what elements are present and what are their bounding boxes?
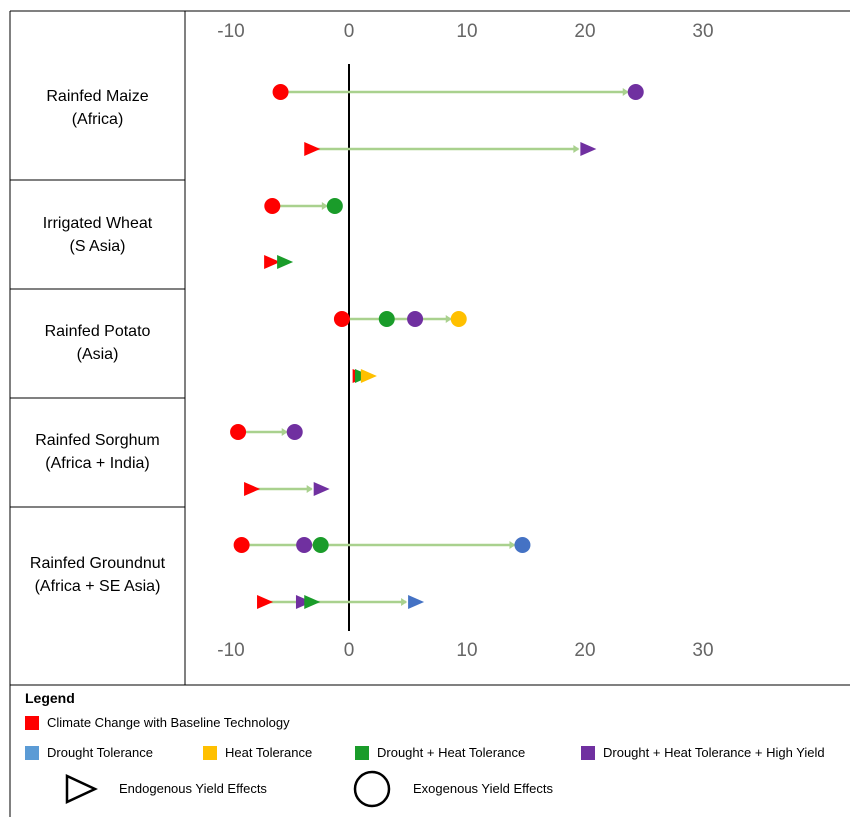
x-tick-label-top: 10 (456, 21, 477, 42)
legend-swatch (203, 745, 217, 760)
data-point-triangle-drought (408, 595, 425, 609)
data-point-triangle-drought-heat (277, 255, 294, 269)
crop-label: Rainfed Sorghum (Africa + India) (10, 429, 185, 475)
data-point-triangle-climate-change (264, 255, 281, 269)
data-point-circle-dht-high-yield (407, 311, 424, 327)
legend-label: Endogenous Yield Effects (119, 781, 267, 796)
crop-label: Irrigated Wheat (S Asia) (10, 212, 185, 258)
crop-name: Rainfed Potato (44, 323, 151, 340)
data-point-circle-dht-high-yield (286, 424, 303, 440)
legend-swatch (25, 715, 39, 730)
x-tick-label-top: 20 (574, 21, 595, 42)
data-point-circle-climate-change (230, 424, 247, 440)
data-point-circle-drought-heat (312, 537, 329, 553)
connector-arrowhead (573, 145, 580, 153)
legend-label: Heat Tolerance (225, 745, 313, 760)
legend-label: Drought Tolerance (47, 745, 153, 760)
data-point-triangle-drought-heat (304, 595, 321, 609)
crop-region: (S Asia) (69, 238, 126, 255)
triangle-outline-icon (65, 774, 98, 804)
data-point-circle-climate-change (272, 84, 289, 100)
data-point-circle-climate-change (264, 198, 281, 214)
connector-arrowhead (401, 598, 408, 606)
legend-swatch (355, 745, 369, 760)
legend-item-heat: Heat Tolerance (203, 745, 312, 760)
crop-label: Rainfed Groundnut (Africa + SE Asia) (10, 552, 185, 598)
connector-arrowhead (445, 315, 452, 323)
crop-label: Rainfed Maize (Africa) (10, 85, 185, 131)
x-tick-label-top: 30 (692, 21, 713, 42)
x-tick-label-bottom: -10 (217, 640, 244, 661)
crop-label: Rainfed Potato (Asia) (10, 320, 185, 366)
crop-name: Rainfed Sorghum (35, 432, 160, 449)
x-tick-label-bottom: 20 (574, 640, 595, 661)
legend-swatch (581, 745, 595, 760)
legend-item-dht-high-yield: Drought + Heat Tolerance + High Yield (581, 745, 825, 760)
data-point-triangle-dht-high-yield (313, 482, 330, 496)
legend-item-drought: Drought Tolerance (25, 745, 153, 760)
connector-arrowhead (509, 541, 516, 549)
data-point-circle-drought-heat (378, 311, 395, 327)
legend-item-endogenous: Endogenous Yield Effects (119, 781, 267, 796)
data-point-triangle-dht-high-yield (580, 142, 597, 156)
legend-label: Climate Change with Baseline Technology (47, 715, 290, 730)
circle-outline-icon (353, 770, 391, 808)
crop-region: (Asia) (76, 346, 119, 363)
connector-arrowhead (321, 202, 328, 210)
connector-arrowhead (281, 428, 288, 436)
data-point-circle-climate-change (333, 311, 350, 327)
crop-region: (Africa + India) (45, 455, 150, 472)
data-point-circle-dht-high-yield (627, 84, 644, 100)
connector-arrowhead (306, 485, 313, 493)
data-point-circle-dht-high-yield (296, 537, 313, 553)
data-point-triangle-climate-change (257, 595, 274, 609)
data-point-circle-climate-change (233, 537, 250, 553)
x-tick-label-bottom: 0 (344, 640, 355, 661)
data-point-triangle-climate-change (244, 482, 261, 496)
crop-region: (Africa) (71, 111, 124, 128)
data-point-triangle-heat (360, 369, 377, 383)
connector-arrowhead (622, 88, 629, 96)
crop-name: Rainfed Maize (46, 88, 149, 105)
legend-swatch (25, 745, 39, 760)
crop-name: Rainfed Groundnut (29, 555, 166, 572)
legend-label: Drought + Heat Tolerance + High Yield (603, 745, 825, 760)
crop-name: Irrigated Wheat (42, 215, 153, 232)
plot-area: -10 -10 0 0 10 10 20 20 30 30 (217, 21, 713, 661)
legend-label: Drought + Heat Tolerance (377, 745, 526, 760)
legend-title: Legend (25, 690, 75, 706)
legend-item-drought-heat: Drought + Heat Tolerance (355, 745, 525, 760)
data-point-triangle-dht-high-yield (295, 595, 312, 609)
data-point-circle-heat (450, 311, 467, 327)
crop-region: (Africa + SE Asia) (34, 578, 161, 595)
legend-label: Exogenous Yield Effects (413, 781, 553, 796)
x-tick-label-top: 0 (344, 21, 355, 42)
x-tick-label-bottom: 30 (692, 640, 713, 661)
legend-item-exogenous: Exogenous Yield Effects (413, 781, 553, 796)
x-tick-label-top: -10 (217, 21, 244, 42)
data-point-circle-drought-heat (326, 198, 343, 214)
data-point-circle-drought (514, 537, 531, 553)
legend-item-climate-change: Climate Change with Baseline Technology (25, 715, 290, 730)
data-point-triangle-climate-change (304, 142, 321, 156)
x-tick-label-bottom: 10 (456, 640, 477, 661)
